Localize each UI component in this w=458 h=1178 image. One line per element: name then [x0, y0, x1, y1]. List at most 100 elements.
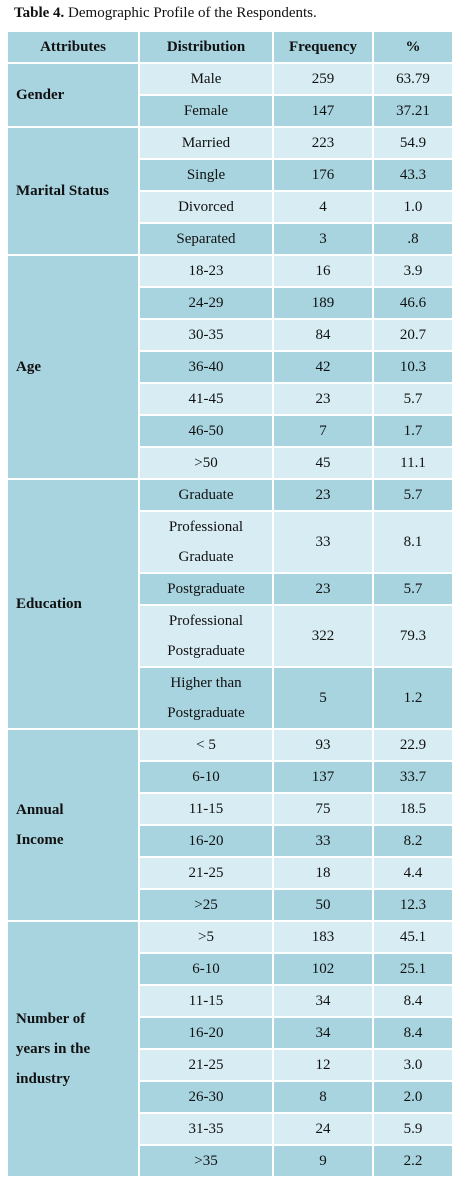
table-row: Postgraduate 23 5.7	[7, 572, 454, 606]
attribute-cell: Marital Status	[6, 126, 140, 256]
table-row: Professional Postgraduate 322 79.3	[7, 604, 454, 668]
distribution-cell: 31-35	[138, 1112, 274, 1146]
header-row: Attributes Distribution Frequency %	[6, 30, 454, 64]
table-row: 41-45 23 5.7	[7, 382, 454, 416]
distribution-cell: 46-50	[138, 414, 274, 448]
table-row: Professional Graduate 33 8.1	[7, 510, 454, 574]
frequency-cell: 42	[272, 350, 374, 384]
attribute-label: Marital Status	[16, 183, 109, 199]
frequency-cell: 259	[272, 62, 374, 96]
distribution-cell: 26-30	[138, 1080, 274, 1114]
distribution-label: Graduate	[178, 549, 234, 565]
table-caption-label: Table 4.	[14, 5, 65, 21]
header-attributes: Attributes	[6, 30, 140, 64]
frequency-cell: 84	[272, 318, 374, 352]
frequency-cell: 23	[272, 478, 374, 512]
frequency-cell: 34	[272, 1016, 374, 1050]
percent-cell: 1.7	[372, 414, 454, 448]
percent-cell: 3.0	[372, 1048, 454, 1082]
table-row: Marital Status Married 223 54.9	[6, 126, 454, 256]
percent-cell: 5.7	[372, 572, 454, 606]
distribution-label: 24-29	[188, 295, 224, 311]
table-row: Annual Income < 5 93 22.9	[6, 728, 454, 922]
percent-cell: 20.7	[372, 318, 454, 352]
distribution-label: 41-45	[188, 391, 224, 407]
table-row: 11-15 34 8.4	[7, 984, 454, 1018]
attribute-label: years in the	[16, 1041, 91, 1057]
distribution-label: 21-25	[188, 865, 224, 881]
frequency-cell: 23	[272, 382, 374, 416]
distribution-cell: Postgraduate	[138, 572, 274, 606]
percent-cell: 10.3	[372, 350, 454, 384]
distribution-cell: Higher than Postgraduate	[138, 666, 274, 730]
distribution-cell: Married	[138, 126, 274, 160]
demographic-table: Attributes Distribution Frequency % Gend…	[6, 30, 454, 1178]
header-percent: %	[372, 30, 454, 64]
attribute-label: Number of	[16, 1011, 86, 1027]
percent-cell: 4.4	[372, 856, 454, 890]
percent-cell: 25.1	[372, 952, 454, 986]
frequency-cell: 33	[272, 510, 374, 574]
frequency-cell: 12	[272, 1048, 374, 1082]
attribute-label: Education	[16, 596, 82, 612]
percent-cell: 8.4	[372, 1016, 454, 1050]
table-row: Female 147 37.21	[7, 94, 454, 128]
distribution-label: 18-23	[188, 263, 224, 279]
table-row: 21-25 12 3.0	[7, 1048, 454, 1082]
percent-cell: 1.2	[372, 666, 454, 730]
attribute-cell: Education	[6, 478, 140, 730]
distribution-cell: 6-10	[138, 760, 274, 794]
percent-cell: 79.3	[372, 604, 454, 668]
distribution-label: 46-50	[188, 423, 224, 439]
distribution-cell: >35	[138, 1144, 274, 1178]
table-row: 30-35 84 20.7	[7, 318, 454, 352]
percent-cell: 22.9	[372, 728, 454, 762]
frequency-cell: 4	[272, 190, 374, 224]
percent-cell: 63.79	[372, 62, 454, 96]
distribution-cell: >50	[138, 446, 274, 480]
table-caption: Table 4. Demographic Profile of the Resp…	[14, 4, 317, 22]
distribution-cell: Male	[138, 62, 274, 96]
distribution-cell: Female	[138, 94, 274, 128]
distribution-label: Professional	[168, 613, 244, 629]
frequency-cell: 322	[272, 604, 374, 668]
frequency-cell: 223	[272, 126, 374, 160]
frequency-cell: 23	[272, 572, 374, 606]
distribution-label: 31-35	[188, 1121, 224, 1137]
attribute-cell: Annual Income	[6, 728, 140, 922]
distribution-label: Postgraduate	[167, 705, 245, 721]
distribution-cell: 24-29	[138, 286, 274, 320]
attribute-cell: Age	[6, 254, 140, 480]
distribution-label: 36-40	[188, 359, 224, 375]
percent-cell: 8.4	[372, 984, 454, 1018]
frequency-cell: 93	[272, 728, 374, 762]
frequency-cell: 24	[272, 1112, 374, 1146]
attribute-cell: Number of years in the industry	[6, 920, 140, 1178]
frequency-cell: 7	[272, 414, 374, 448]
table-row: 16-20 33 8.2	[7, 824, 454, 858]
distribution-label: 26-30	[188, 1089, 224, 1105]
distribution-label: 11-15	[188, 993, 224, 1009]
percent-cell: 3.9	[372, 254, 454, 288]
distribution-label: Postgraduate	[167, 581, 245, 597]
attribute-label: Annual	[16, 802, 64, 818]
frequency-cell: 9	[272, 1144, 374, 1178]
table-row: 26-30 8 2.0	[7, 1080, 454, 1114]
distribution-label: 6-10	[192, 769, 220, 785]
distribution-cell: < 5	[138, 728, 274, 762]
table-row: 6-10 102 25.1	[7, 952, 454, 986]
distribution-label: Postgraduate	[167, 643, 245, 659]
table-row: 21-25 18 4.4	[7, 856, 454, 890]
distribution-cell: 21-25	[138, 856, 274, 890]
distribution-cell: Single	[138, 158, 274, 192]
percent-cell: 8.1	[372, 510, 454, 574]
distribution-cell: >5	[138, 920, 274, 954]
distribution-label: < 5	[196, 737, 216, 753]
frequency-cell: 3	[272, 222, 374, 256]
percent-cell: 5.7	[372, 478, 454, 512]
attribute-label: Income	[16, 832, 64, 848]
attribute-cell: Gender	[6, 62, 140, 128]
table-caption-text: Demographic Profile of the Respondents.	[64, 5, 317, 21]
table-row: Education Graduate 23 5.7	[6, 478, 454, 730]
percent-cell: 37.21	[372, 94, 454, 128]
